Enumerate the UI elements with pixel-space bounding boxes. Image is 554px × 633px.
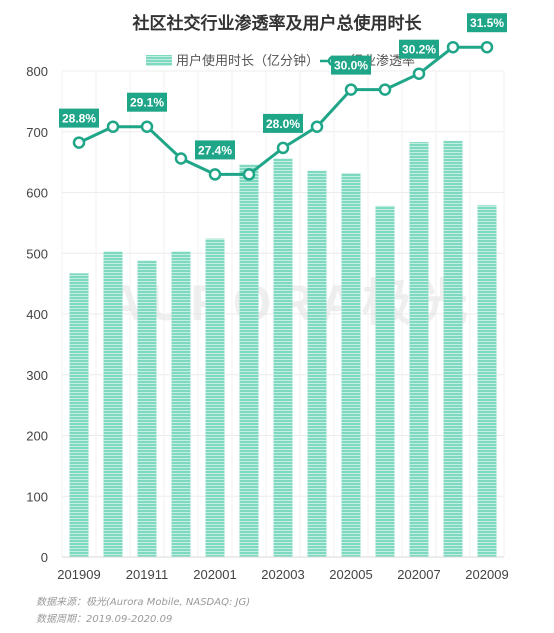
line-point-202009 (480, 40, 494, 54)
footer-period: 数据周期：2019.09-2020.09 (36, 613, 172, 625)
bar-202004 (307, 170, 327, 557)
x-tick-label: 202001 (193, 567, 236, 582)
legend: 用户使用时长（亿分钟） 行业渗透率 (146, 53, 415, 69)
x-tick-label: 202003 (261, 567, 304, 582)
data-label: 28.8% (62, 112, 96, 126)
x-tick-label: 202005 (329, 567, 372, 582)
bar-202001 (205, 238, 225, 558)
line-point-201909 (72, 136, 86, 149)
y-tick-label: 700 (26, 125, 48, 140)
bar-201911 (137, 260, 157, 557)
line-point-201910 (106, 120, 120, 133)
data-label: 28.0% (266, 117, 300, 131)
y-tick-label: 600 (26, 186, 48, 201)
bar-202009 (477, 205, 497, 557)
data-label: 29.1% (130, 96, 164, 110)
line-point-201911 (140, 120, 154, 133)
y-tick-label: 500 (26, 246, 48, 261)
data-label-box (195, 140, 235, 160)
x-tick-label: 201909 (57, 567, 100, 582)
data-label: 30.2% (402, 43, 436, 57)
y-tick-label: 300 (26, 368, 48, 383)
bar-201910 (103, 251, 123, 558)
line-series (72, 40, 494, 181)
y-tick-label: 800 (26, 64, 48, 79)
bar-202002 (239, 164, 259, 557)
line-point-202002 (242, 168, 256, 181)
bar-202005 (341, 173, 361, 557)
line-point-202001 (208, 168, 222, 181)
line-point-201912 (174, 152, 188, 165)
data-label: 31.5% (470, 16, 504, 30)
x-axis: 201909 201911 202001 202003 202005 202007 2020… (57, 556, 509, 582)
y-tick-label: 400 (26, 307, 48, 322)
y-tick-label: 100 (26, 489, 48, 504)
line-point-202003 (276, 141, 290, 155)
line-point-202007 (412, 67, 426, 80)
x-tick-label: 201911 (126, 567, 168, 582)
legend-bar-swatch (146, 55, 172, 66)
bar-202008 (443, 140, 463, 558)
footer-source: 数据来源：极光(Aurora Mobile, NASDAQ: JG) (36, 596, 250, 608)
x-tick-label: 202009 (465, 567, 508, 582)
data-label-box (127, 92, 167, 112)
chart-title: 社区社交行业渗透率及用户总使用时长 (132, 13, 423, 34)
line-point-202004 (310, 120, 324, 133)
bar-202003 (273, 158, 293, 558)
y-tick-label: 200 (26, 429, 48, 444)
line-point-202008 (446, 40, 460, 54)
data-label-box (59, 108, 99, 128)
bar-202006 (375, 205, 395, 558)
data-label-box (331, 55, 371, 75)
bar-201909 (69, 273, 89, 557)
x-tick-label: 202007 (397, 567, 440, 582)
y-axis: 0 100 200 300 400 500 600 700 800 (26, 64, 48, 565)
bar-202007 (409, 142, 429, 557)
data-label-box (263, 113, 303, 133)
y-tick-label: 0 (41, 550, 48, 565)
data-labels: 28.8% 29.1% 27.4% 28.0% 30.0% 30.2% 31.5% (59, 13, 507, 160)
data-label-box (399, 39, 439, 59)
line-point-202006 (378, 83, 392, 96)
data-label: 27.4% (198, 143, 232, 157)
data-label-box (467, 13, 507, 33)
legend-bar-label: 用户使用时长（亿分钟） (176, 53, 319, 69)
bar-series (69, 140, 497, 558)
bar-201912 (171, 251, 191, 558)
data-label: 30.0% (334, 59, 368, 73)
line-point-202005 (344, 83, 358, 96)
